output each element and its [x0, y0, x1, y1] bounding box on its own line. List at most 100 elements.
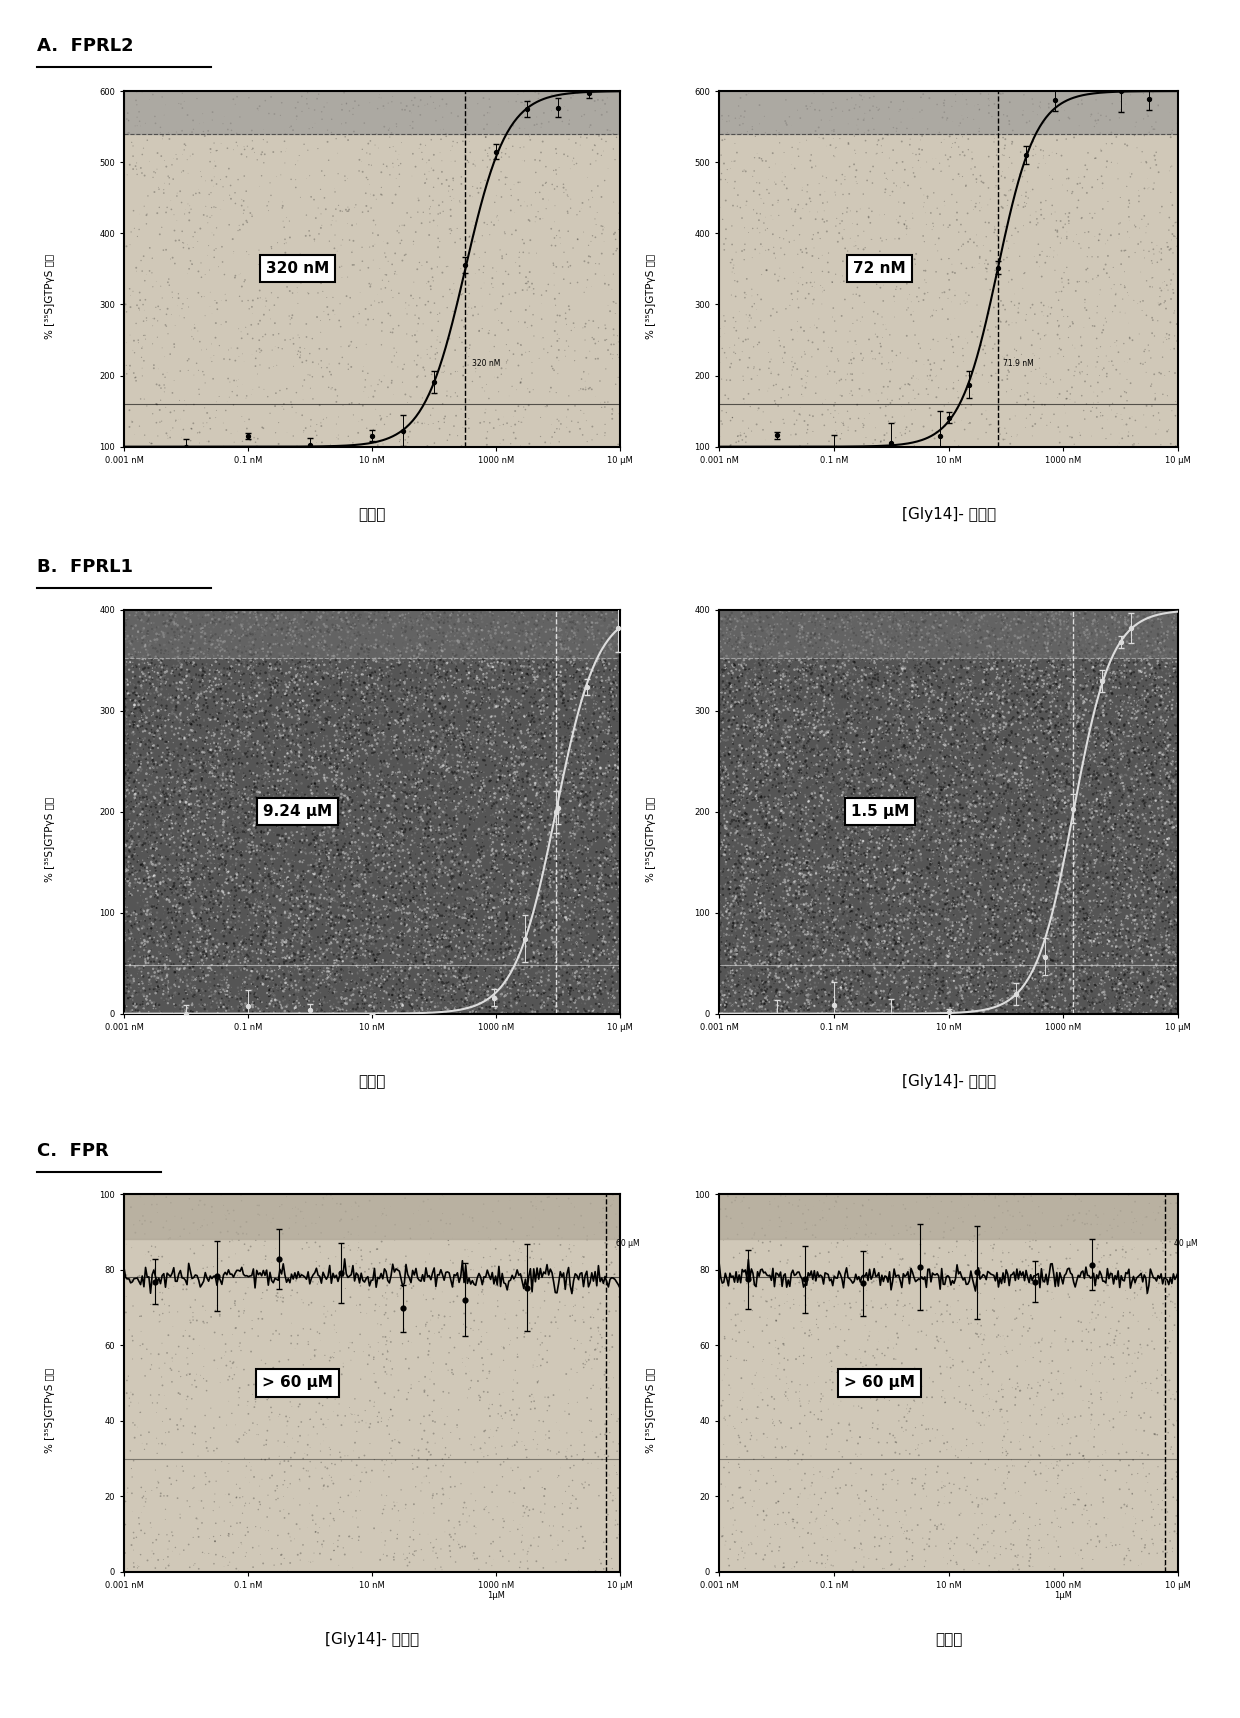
- Point: [908, 1557, 928, 1584]
- Point: [895, 998, 915, 1026]
- Point: [892, 1000, 911, 1027]
- Point: [882, 1000, 901, 1027]
- Point: [919, 1000, 939, 1027]
- Point: [894, 503, 914, 531]
- Point: [892, 1000, 911, 1027]
- Point: [889, 1000, 909, 1027]
- Point: [862, 503, 882, 531]
- Point: [899, 1000, 919, 1027]
- Point: [859, 1000, 879, 1027]
- Point: [890, 1000, 910, 1027]
- Point: [904, 1000, 924, 1027]
- Point: [895, 1000, 915, 1027]
- Point: [863, 1000, 883, 1027]
- Point: [892, 1000, 911, 1027]
- Point: [903, 998, 923, 1026]
- Point: [901, 998, 921, 1026]
- Point: [914, 1000, 934, 1027]
- Point: [904, 503, 924, 531]
- Point: [879, 1000, 899, 1027]
- Point: [905, 1557, 925, 1584]
- Point: [870, 1000, 890, 1027]
- Point: [885, 1000, 905, 1027]
- Point: [878, 1000, 898, 1027]
- Point: [866, 1000, 885, 1027]
- Point: [900, 1000, 920, 1027]
- Point: [877, 1000, 897, 1027]
- Point: [887, 1000, 906, 1027]
- Point: [919, 1000, 939, 1027]
- Point: [885, 1000, 905, 1027]
- Point: [894, 998, 914, 1026]
- Point: [870, 1000, 890, 1027]
- Point: [913, 1000, 932, 1027]
- Point: [873, 998, 893, 1026]
- Point: [870, 1000, 890, 1027]
- Point: [874, 1000, 894, 1027]
- Point: [888, 1555, 908, 1582]
- Point: [909, 1000, 929, 1027]
- Point: [888, 1000, 908, 1027]
- Point: [919, 503, 939, 531]
- Point: [899, 1000, 919, 1027]
- Point: [919, 1000, 939, 1027]
- Point: [888, 1000, 908, 1027]
- Point: [872, 1000, 892, 1027]
- Point: [873, 1000, 893, 1027]
- Point: [890, 1000, 910, 1027]
- Point: [892, 1000, 911, 1027]
- Point: [883, 1000, 903, 1027]
- Point: [894, 1000, 914, 1027]
- Point: [897, 1000, 916, 1027]
- Point: [869, 1000, 889, 1027]
- Point: [903, 1557, 923, 1584]
- Point: [883, 998, 903, 1026]
- Point: [877, 998, 897, 1026]
- Point: [868, 1000, 888, 1027]
- Point: [893, 1000, 913, 1027]
- Point: [919, 1000, 939, 1027]
- Point: [913, 998, 932, 1026]
- Point: [903, 1000, 923, 1027]
- Point: [904, 1000, 924, 1027]
- Point: [878, 1000, 898, 1027]
- Point: [864, 998, 884, 1026]
- Point: [898, 1557, 918, 1584]
- Point: [892, 1000, 911, 1027]
- Point: [882, 1000, 901, 1027]
- Point: [901, 503, 921, 531]
- Point: [873, 1000, 893, 1027]
- Point: [864, 1000, 884, 1027]
- Point: [882, 1558, 901, 1586]
- Point: [877, 1000, 897, 1027]
- Point: [879, 1000, 899, 1027]
- Point: [914, 1000, 934, 1027]
- Point: [879, 1000, 899, 1027]
- Point: [898, 503, 918, 531]
- Point: [890, 1000, 910, 1027]
- Point: [883, 998, 903, 1026]
- Point: [861, 998, 880, 1026]
- Point: [900, 998, 920, 1026]
- Point: [889, 1000, 909, 1027]
- Point: [884, 1000, 904, 1027]
- Point: [918, 503, 937, 531]
- Point: [916, 503, 936, 531]
- Point: [899, 1000, 919, 1027]
- Point: [883, 998, 903, 1026]
- Point: [862, 1000, 882, 1027]
- Point: [866, 1000, 885, 1027]
- Point: [858, 1000, 878, 1027]
- Point: [915, 1000, 935, 1027]
- Point: [883, 1000, 903, 1027]
- Point: [884, 503, 904, 531]
- Point: [905, 1000, 925, 1027]
- Point: [890, 998, 910, 1026]
- Point: [910, 1000, 930, 1027]
- Point: [911, 1000, 931, 1027]
- Point: [875, 998, 895, 1026]
- Point: [897, 1000, 916, 1027]
- Point: [872, 998, 892, 1026]
- Point: [868, 1000, 888, 1027]
- Point: [879, 1557, 899, 1584]
